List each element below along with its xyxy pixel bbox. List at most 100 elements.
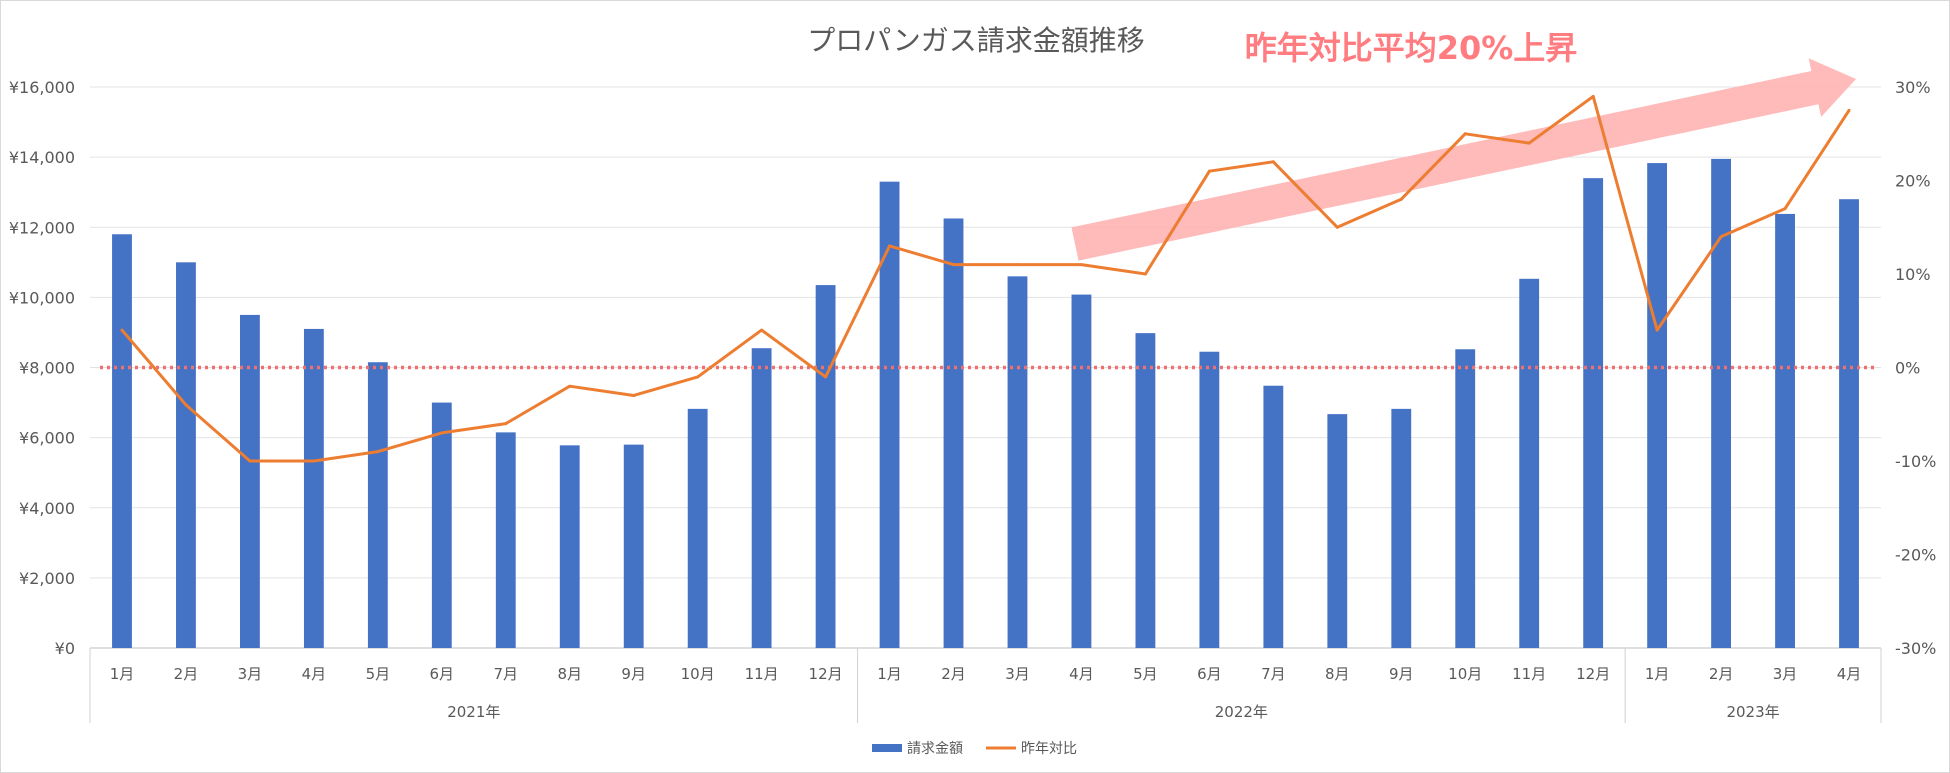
month-label: 5月 xyxy=(1133,665,1158,683)
line-point xyxy=(1143,272,1147,276)
legend-swatch-bar xyxy=(872,744,902,752)
bar xyxy=(1647,163,1668,648)
y-left-tick-label: ¥16,000 xyxy=(9,78,75,97)
bar xyxy=(879,181,900,648)
y-right-tick-label: 10% xyxy=(1895,265,1931,284)
line-point xyxy=(1783,207,1787,211)
y-left-tick-label: ¥0 xyxy=(55,639,75,658)
line-point xyxy=(1079,263,1083,267)
month-label: 1月 xyxy=(110,665,135,683)
bar xyxy=(303,328,324,648)
bar xyxy=(1391,408,1412,648)
bar xyxy=(112,234,132,648)
month-label: 6月 xyxy=(1197,665,1222,683)
line-point xyxy=(1719,235,1723,239)
y-right-tick-label: 20% xyxy=(1895,172,1931,191)
month-label: 8月 xyxy=(1325,665,1350,683)
bar xyxy=(1583,178,1604,648)
month-label: 4月 xyxy=(1837,665,1862,683)
month-label: 11月 xyxy=(745,665,779,683)
line-point xyxy=(120,328,124,332)
annotation-label: 昨年対比平均20%上昇 xyxy=(1245,29,1578,67)
month-label: 9月 xyxy=(621,665,646,683)
month-label: 4月 xyxy=(1069,665,1094,683)
line-point xyxy=(568,384,572,388)
bar xyxy=(1327,414,1348,648)
month-label: 2月 xyxy=(941,665,966,683)
month-label: 1月 xyxy=(1645,665,1670,683)
line-point xyxy=(248,459,252,463)
bar xyxy=(687,408,708,648)
line-point xyxy=(1335,225,1339,229)
bar xyxy=(367,362,388,648)
bar xyxy=(1775,213,1795,648)
month-label: 1月 xyxy=(877,665,902,683)
line-point xyxy=(1399,197,1403,201)
line-point xyxy=(1463,132,1467,136)
y-right-tick-label: 0% xyxy=(1895,359,1920,378)
y-right-tick-label: -10% xyxy=(1895,452,1936,471)
line-point xyxy=(1591,94,1595,98)
month-label: 2月 xyxy=(174,665,199,683)
line-point xyxy=(440,431,444,435)
legend: 請求金額 昨年対比 xyxy=(872,741,1077,757)
y-left-tick-label: ¥14,000 xyxy=(9,148,75,167)
bar xyxy=(1711,158,1732,649)
y-left-tick-label: ¥12,000 xyxy=(9,218,75,237)
y-right-tick-label: 30% xyxy=(1895,78,1931,97)
line-point xyxy=(760,328,764,332)
bar xyxy=(1455,349,1476,648)
month-label: 10月 xyxy=(681,665,715,683)
legend-label-line: 昨年対比 xyxy=(1021,741,1077,757)
trend-arrow xyxy=(1071,58,1856,261)
y-right-tick-label: -20% xyxy=(1895,546,1936,565)
month-label: 8月 xyxy=(557,665,582,683)
month-label: 3月 xyxy=(238,665,263,683)
line-point xyxy=(632,394,636,398)
year-label: 2023年 xyxy=(1726,703,1779,721)
bar xyxy=(176,262,196,648)
bar xyxy=(1135,333,1156,648)
month-label: 12月 xyxy=(809,665,843,683)
legend-label-bar: 請求金額 xyxy=(907,741,963,757)
bar xyxy=(943,218,964,648)
bar xyxy=(815,285,836,648)
line-point xyxy=(1527,141,1531,145)
bar xyxy=(1071,294,1092,648)
line-point xyxy=(376,450,380,454)
left-axis-ticks: ¥0 ¥2,000 ¥4,000 ¥6,000 ¥8,000 ¥10,000 ¥12,000… xyxy=(9,78,75,658)
bar xyxy=(1839,199,1859,648)
year-label: 2022年 xyxy=(1215,703,1268,721)
bar xyxy=(623,444,644,648)
bar xyxy=(1519,278,1540,648)
month-label: 6月 xyxy=(430,665,455,683)
line-point xyxy=(1015,263,1019,267)
line-point xyxy=(952,263,956,267)
bar xyxy=(751,348,772,648)
bar xyxy=(559,445,580,648)
y-left-tick-label: ¥2,000 xyxy=(19,569,75,588)
line-point xyxy=(1207,169,1211,173)
line-point xyxy=(1271,160,1275,164)
bar xyxy=(431,402,452,648)
month-label: 7月 xyxy=(1261,665,1286,683)
month-label: 4月 xyxy=(302,665,327,683)
bar-series xyxy=(112,158,1859,649)
trend-arrow-group xyxy=(1071,58,1856,261)
bar xyxy=(1199,351,1220,648)
line-point xyxy=(824,375,828,379)
y-left-tick-label: ¥8,000 xyxy=(19,359,75,378)
line-point xyxy=(1847,108,1851,112)
month-label: 3月 xyxy=(1773,665,1798,683)
line-point xyxy=(504,422,508,426)
y-right-tick-label: -30% xyxy=(1895,639,1936,658)
chart-title: プロパンガス請求金額推移 xyxy=(807,24,1144,57)
line-point xyxy=(888,244,892,248)
right-axis-ticks: -30% -20% -10% 0% 10% 20% 30% xyxy=(1895,78,1936,658)
month-label: 11月 xyxy=(1512,665,1546,683)
month-label: 5月 xyxy=(366,665,391,683)
month-label: 3月 xyxy=(1005,665,1030,683)
bar xyxy=(239,314,260,648)
